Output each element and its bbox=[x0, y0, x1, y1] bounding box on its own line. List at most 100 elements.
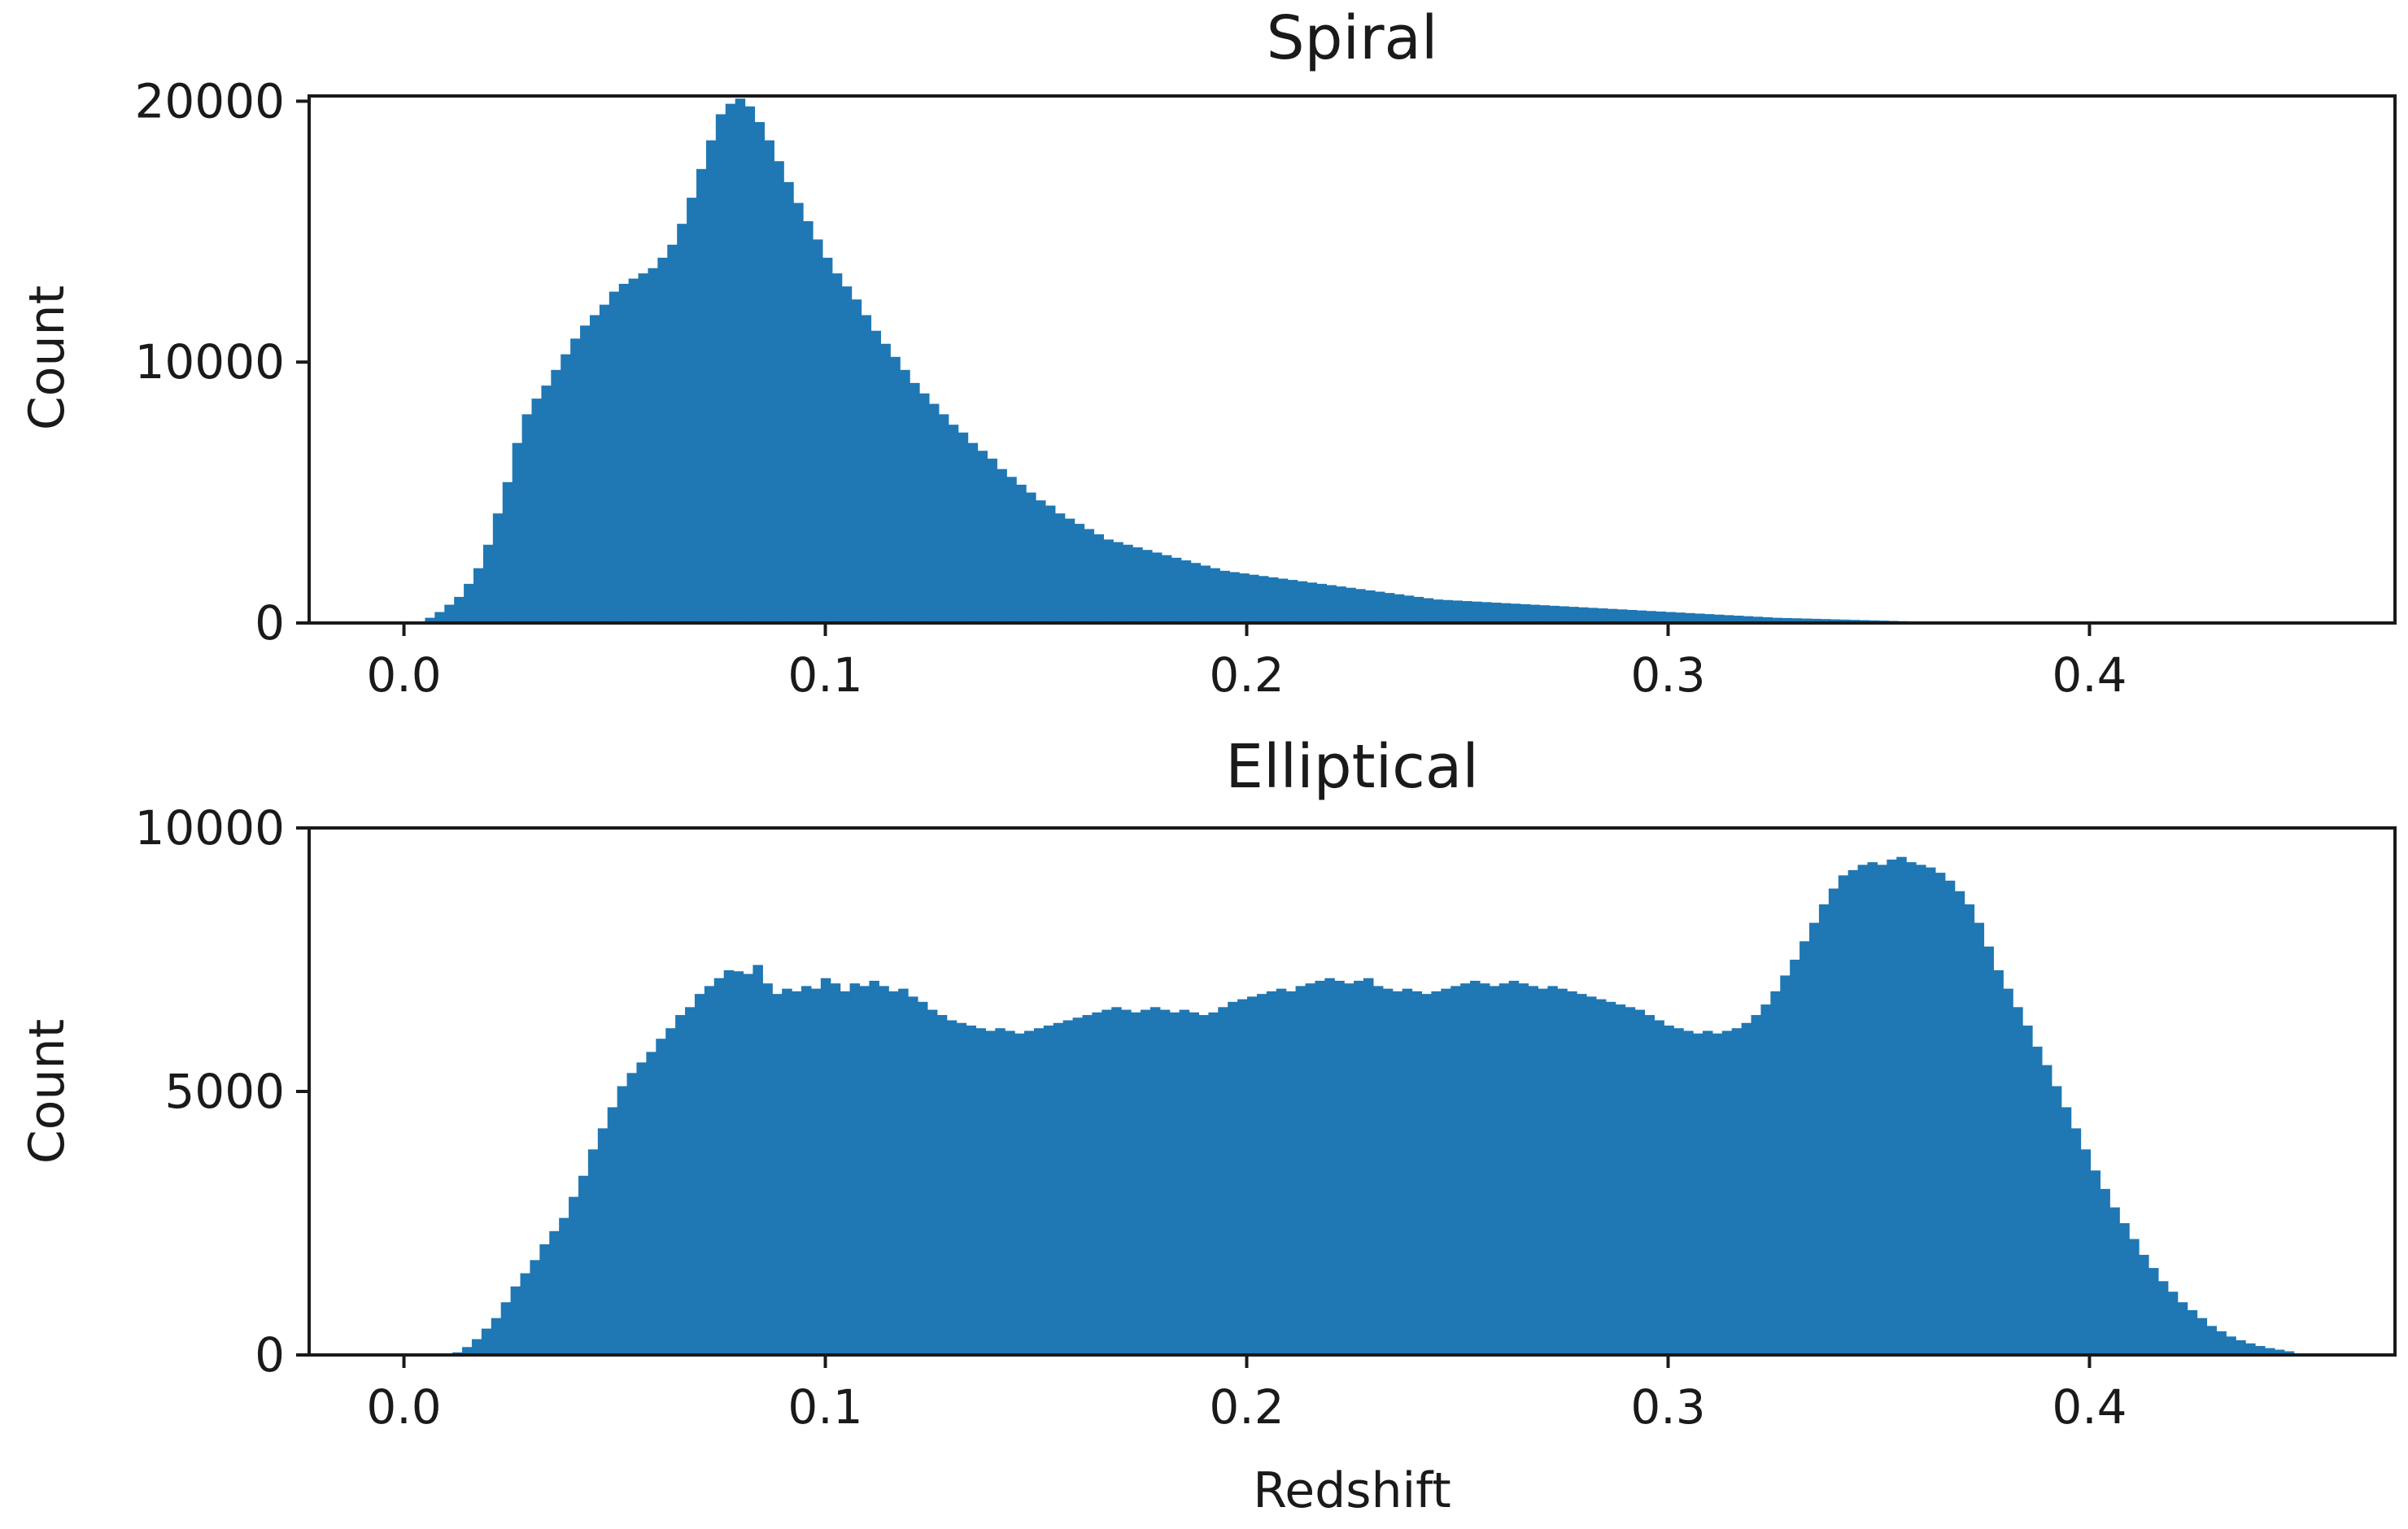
elliptical-bar bbox=[2129, 1239, 2140, 1355]
spiral-bar bbox=[1374, 591, 1385, 623]
elliptical-bar bbox=[2022, 1026, 2033, 1355]
spiral-bar bbox=[987, 458, 997, 623]
elliptical-bar bbox=[849, 983, 861, 1355]
elliptical-bar bbox=[1944, 880, 1956, 1355]
elliptical-bar bbox=[2167, 1292, 2179, 1355]
spiral-histogram-panel: Spiral Count 0.0 0.1 0.2 0.3 0.4 0 10000 20000 bbox=[19, 3, 2397, 703]
spiral-bar bbox=[1490, 602, 1502, 623]
spiral-bar bbox=[677, 224, 687, 623]
elliptical-y-tick-label: 0 bbox=[255, 1327, 285, 1383]
elliptical-bar bbox=[1149, 1007, 1161, 1355]
elliptical-bar bbox=[617, 1086, 628, 1355]
elliptical-bar bbox=[1770, 991, 1781, 1355]
spiral-bar bbox=[1259, 576, 1269, 623]
elliptical-bar bbox=[2003, 988, 2013, 1355]
spiral-bars bbox=[425, 98, 2122, 624]
spiral-bar bbox=[1249, 574, 1259, 623]
spiral-bar bbox=[1675, 612, 1686, 623]
elliptical-bar bbox=[898, 988, 909, 1355]
elliptical-bar bbox=[530, 1260, 540, 1355]
spiral-bar bbox=[1064, 518, 1075, 623]
spiral-bar bbox=[1307, 582, 1318, 623]
spiral-axes-frame bbox=[308, 94, 2397, 625]
elliptical-bar bbox=[1033, 1028, 1045, 1355]
spiral-bar bbox=[967, 442, 979, 623]
spiral-bar bbox=[454, 596, 465, 623]
elliptical-bar bbox=[1877, 865, 1887, 1355]
elliptical-bar bbox=[792, 991, 802, 1355]
elliptical-bar bbox=[1673, 1028, 1684, 1355]
spiral-bar bbox=[1665, 612, 1676, 623]
elliptical-bar bbox=[1285, 991, 1297, 1355]
elliptical-bar bbox=[1867, 862, 1878, 1355]
spiral-bar bbox=[1568, 607, 1579, 623]
elliptical-bar bbox=[587, 1149, 599, 1355]
elliptical-bar bbox=[985, 1030, 996, 1355]
elliptical-histogram-panel: Elliptical Count 0.0 0.1 0.2 0.3 0.4 0 5000 10… bbox=[19, 732, 2397, 1519]
elliptical-bar bbox=[2070, 1128, 2082, 1355]
elliptical-bar bbox=[1169, 1012, 1180, 1355]
elliptical-bar bbox=[1974, 922, 1985, 1355]
elliptical-bar bbox=[2100, 1188, 2110, 1355]
elliptical-bar bbox=[1441, 988, 1451, 1355]
spiral-bar bbox=[851, 299, 862, 623]
spiral-y-ticks: 0 10000 20000 bbox=[134, 73, 309, 651]
elliptical-bar bbox=[510, 1286, 521, 1355]
spiral-bar bbox=[1442, 599, 1453, 623]
spiral-bar bbox=[609, 291, 620, 623]
elliptical-bar bbox=[1644, 1015, 1655, 1355]
elliptical-bar bbox=[2051, 1086, 2062, 1355]
spiral-bar bbox=[1016, 484, 1027, 623]
elliptical-bar bbox=[1208, 1012, 1219, 1355]
spiral-bar bbox=[715, 114, 726, 623]
spiral-bar bbox=[667, 244, 678, 623]
spiral-bar bbox=[1820, 619, 1831, 623]
spiral-bar bbox=[783, 181, 794, 624]
elliptical-bar bbox=[1847, 869, 1859, 1355]
elliptical-bar bbox=[1625, 1007, 1636, 1355]
spiral-bar bbox=[1142, 550, 1153, 623]
spiral-bar bbox=[812, 239, 823, 623]
elliptical-bar bbox=[772, 994, 783, 1355]
spiral-bar bbox=[764, 140, 774, 623]
spiral-bar bbox=[890, 356, 901, 623]
elliptical-bar bbox=[1402, 988, 1413, 1355]
elliptical-bar bbox=[1218, 1007, 1228, 1355]
elliptical-bar bbox=[1062, 1020, 1074, 1355]
spiral-bar bbox=[1171, 557, 1182, 623]
elliptical-bar bbox=[1664, 1026, 1674, 1355]
elliptical-x-tick-label: 0.2 bbox=[1209, 1379, 1284, 1435]
elliptical-title: Elliptical bbox=[1225, 732, 1479, 802]
elliptical-bar bbox=[1392, 991, 1403, 1355]
spiral-bar bbox=[589, 315, 600, 623]
elliptical-bar bbox=[636, 1062, 647, 1355]
elliptical-bar bbox=[675, 1015, 686, 1355]
spiral-bar bbox=[841, 286, 853, 623]
elliptical-bar bbox=[1634, 1009, 1646, 1355]
spiral-bar bbox=[1074, 524, 1085, 623]
spiral-bar bbox=[977, 451, 988, 623]
elliptical-bar bbox=[1256, 994, 1267, 1355]
spiral-bar bbox=[1713, 614, 1725, 623]
elliptical-bar bbox=[1654, 1020, 1664, 1355]
elliptical-bar bbox=[782, 988, 792, 1355]
spiral-bar bbox=[638, 273, 649, 623]
spiral-x-tick-label: 0.1 bbox=[787, 647, 862, 703]
spiral-bar bbox=[1481, 602, 1492, 623]
elliptical-bar bbox=[1072, 1017, 1084, 1355]
elliptical-bar bbox=[820, 978, 831, 1355]
spiral-bar bbox=[512, 442, 523, 623]
elliptical-bar bbox=[1528, 986, 1539, 1355]
elliptical-bar bbox=[810, 988, 822, 1355]
elliptical-y-tick-label: 10000 bbox=[134, 800, 285, 856]
spiral-bar bbox=[1578, 607, 1589, 623]
elliptical-bar bbox=[1014, 1033, 1025, 1355]
spiral-x-tick-label: 0.0 bbox=[366, 647, 441, 703]
elliptical-x-tick-label: 0.3 bbox=[1630, 1379, 1705, 1435]
elliptical-bar bbox=[1964, 904, 1975, 1355]
spiral-bar bbox=[657, 257, 668, 623]
elliptical-bar bbox=[723, 969, 735, 1355]
spiral-bar bbox=[1830, 619, 1841, 623]
spiral-x-tick-label: 0.4 bbox=[2052, 647, 2127, 703]
elliptical-bar bbox=[917, 1001, 928, 1355]
